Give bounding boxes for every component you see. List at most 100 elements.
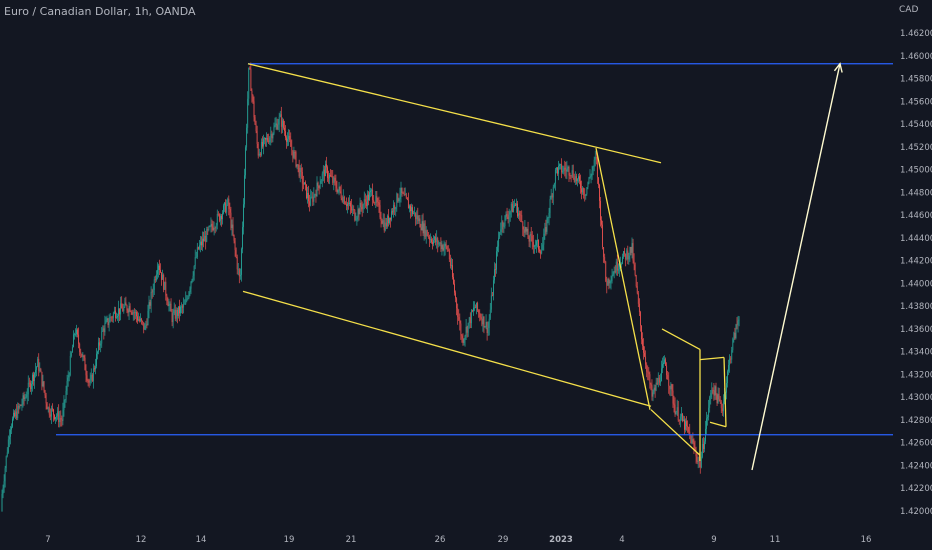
candle-body [525,227,527,232]
trendline[interactable] [699,356,725,361]
candle [20,404,22,406]
candle-body [178,306,179,316]
candle [656,378,658,386]
candle [668,372,670,394]
candle-body [662,364,663,369]
candle-body [256,131,258,144]
candle [465,319,467,340]
price-tick-label: 1.42000 [900,507,932,517]
candle [698,453,700,468]
candle-body [211,223,213,227]
candle-body [350,202,351,207]
candle-body [32,374,33,384]
candle-body [496,251,497,270]
candle [83,354,85,361]
candle-body [295,152,297,167]
candle-body [521,215,523,222]
price-tick-label: 1.42200 [900,484,932,494]
candle-body [95,366,96,370]
price-axis[interactable]: 1.46200 1.46000 1.45800 1.45600 1.45400 1.452… [900,29,932,517]
candle-body [336,187,338,193]
candle [486,321,488,341]
candle [554,167,556,191]
candle-body [715,386,717,395]
candle-body [658,377,660,383]
candle [520,210,522,222]
projection-arrow[interactable] [751,63,841,471]
drawings-layer[interactable] [56,62,893,471]
candle-body [482,316,484,325]
trendline[interactable] [247,63,662,164]
candle [57,407,59,420]
trendline[interactable] [661,328,701,350]
candle-body [457,308,459,318]
candle-body [596,158,598,178]
candle [211,219,213,233]
candle-body [405,194,407,198]
candle-body [456,298,458,309]
candle-body [122,308,124,312]
candle-body [628,255,630,260]
candle-body [14,412,15,417]
candle-body [424,223,426,237]
trendline[interactable] [242,290,652,407]
candle [451,257,452,270]
candle [122,303,124,312]
candle [182,304,183,314]
candle [375,191,377,208]
candle-body [678,420,680,421]
trendline[interactable] [650,409,701,456]
candle [530,227,532,242]
candle [161,272,162,286]
candle [371,188,372,197]
candle-body [116,317,117,319]
trendline[interactable] [723,357,727,427]
candle [614,265,616,274]
candle [220,213,221,226]
time-axis[interactable]: 7 12 14 19 21 26 29 2023 4 9 11 16 [45,535,871,545]
candle-body [60,418,62,420]
candle-body [699,461,701,468]
candle-body [236,257,238,270]
candle [113,306,115,315]
candle [390,217,391,228]
trendline[interactable] [595,147,651,410]
candle-body [644,352,645,357]
candle-body [213,228,215,231]
candle [413,210,414,215]
candle [559,163,560,170]
candle [367,190,368,213]
candle [189,286,191,297]
candle-body [20,405,22,406]
price-tick-label: 1.44600 [900,211,932,221]
candle-body [594,157,596,160]
candle-body [296,164,298,167]
currency-label: CAD [899,5,919,15]
candle-body [676,407,678,412]
trendline[interactable] [709,421,727,428]
candle-body [182,306,183,308]
candle [152,283,154,297]
candle-body [288,135,290,139]
candle-body [607,278,609,286]
candle-body [540,251,542,254]
candle [195,251,197,259]
candle [731,346,733,364]
candle [394,202,396,215]
candle [203,231,204,248]
candle-body [499,231,501,238]
candle [248,67,250,106]
candle-body [524,227,526,233]
candle-body [508,214,510,219]
candle [623,251,624,259]
candle-body [385,222,387,227]
candle [649,371,651,389]
candle [610,275,612,290]
candle [415,212,417,226]
candle-body [543,233,545,245]
candle-body [195,256,197,258]
candle-body [361,207,363,210]
candle [276,118,278,131]
candle [271,130,273,143]
